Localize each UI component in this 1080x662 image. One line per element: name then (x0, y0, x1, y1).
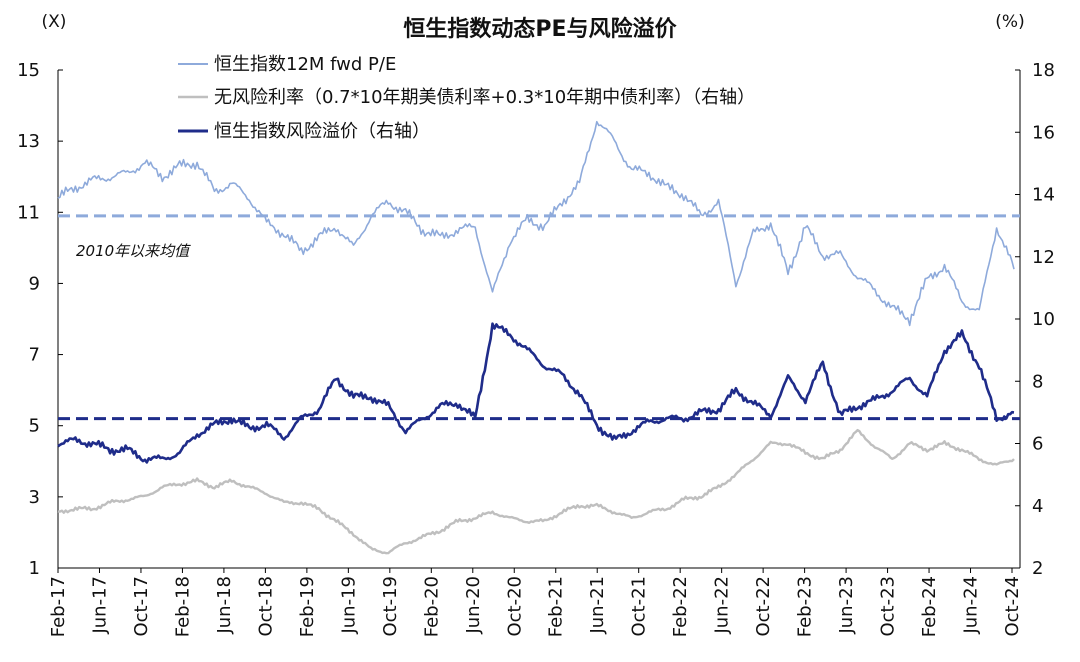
right-tick-label: 8 (1032, 371, 1043, 392)
x-tick-label: Oct-24 (1002, 576, 1023, 637)
x-tick-label: Oct-17 (131, 576, 152, 637)
legend-label-premium: 恒生指数风险溢价（右轴） (214, 121, 430, 142)
x-tick-label: Jun-24 (961, 576, 982, 635)
x-tick-label: Oct-20 (504, 576, 525, 637)
x-tick-label: Oct-18 (255, 576, 276, 637)
chart-title: 恒生指数动态PE与风险溢价 (403, 16, 677, 42)
right-tick-label: 14 (1032, 185, 1055, 206)
x-tick-label: Oct-21 (629, 576, 650, 637)
x-tick-label: Jun-19 (338, 576, 359, 635)
right-tick-label: 6 (1032, 434, 1043, 455)
mean-line-annotation: 2010年以来均值 (76, 242, 191, 260)
right-tick-label: 18 (1032, 60, 1055, 81)
left-axis-unit: (X) (42, 12, 67, 32)
x-tick-label: Feb-23 (795, 576, 816, 637)
x-tick-label: Feb-21 (546, 576, 567, 637)
left-tick-label: 9 (29, 273, 40, 294)
x-tick-label: Feb-20 (421, 576, 442, 637)
x-tick-label: Feb-22 (670, 576, 691, 637)
left-tick-label: 11 (17, 202, 40, 223)
right-tick-label: 10 (1032, 309, 1055, 330)
x-tick-label: Oct-19 (380, 576, 401, 637)
right-tick-label: 12 (1032, 247, 1055, 268)
x-tick-label: Jun-20 (463, 576, 484, 635)
right-tick-label: 2 (1032, 558, 1043, 579)
left-tick-label: 7 (29, 345, 40, 366)
series-line-premium (57, 322, 1015, 464)
series-line-pe (57, 120, 1015, 327)
legend-label-riskfree: 无风险利率（0.7*10年期美债利率+0.3*10年期中债利率）（右轴） (214, 87, 755, 108)
left-tick-label: 1 (29, 558, 40, 579)
x-tick-label: Feb-24 (919, 576, 940, 637)
x-tick-label: Jun-21 (587, 576, 608, 635)
right-tick-label: 16 (1032, 122, 1055, 143)
right-axis-unit: (%) (995, 12, 1024, 32)
left-tick-label: 13 (17, 131, 40, 152)
x-tick-label: Jun-23 (836, 576, 857, 635)
left-tick-label: 3 (29, 487, 40, 508)
legend: 恒生指数12M fwd P/E 无风险利率（0.7*10年期美债利率+0.3*1… (178, 54, 755, 142)
left-tick-label: 5 (29, 416, 40, 437)
x-tick-label: Oct-23 (878, 576, 899, 637)
x-tick-label: Feb-19 (297, 576, 318, 637)
series-line-riskfree (57, 428, 1015, 555)
legend-label-pe: 恒生指数12M fwd P/E (214, 54, 396, 75)
x-tick-label: Jun-18 (214, 576, 235, 635)
x-tick-label: Oct-22 (753, 576, 774, 637)
x-tick-label: Feb-17 (48, 576, 69, 637)
left-tick-label: 15 (17, 60, 40, 81)
x-tick-label: Jun-17 (89, 576, 110, 635)
x-tick-label: Jun-22 (712, 576, 733, 635)
x-tick-label: Feb-18 (172, 576, 193, 637)
right-tick-label: 4 (1032, 496, 1043, 517)
